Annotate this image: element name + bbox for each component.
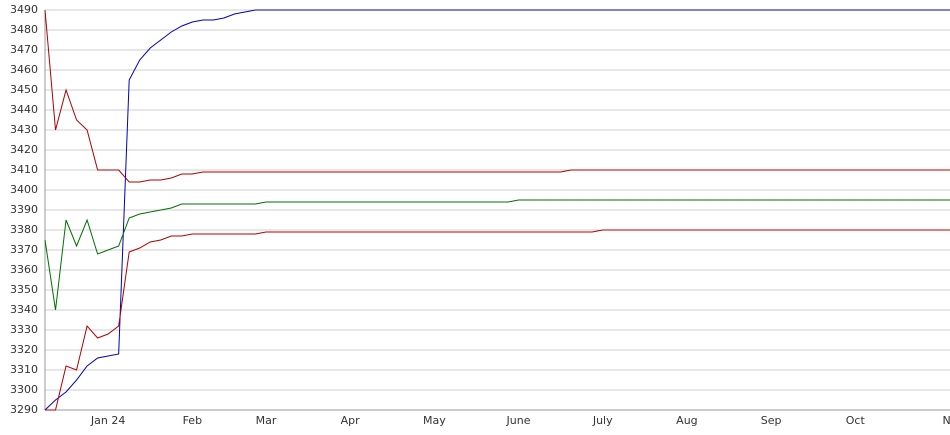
y-tick-label: 3490 xyxy=(10,3,38,16)
y-tick-label: 3330 xyxy=(10,323,38,336)
series-line xyxy=(44,9,950,411)
x-tick-label: July xyxy=(592,414,613,427)
series-line xyxy=(44,9,950,183)
x-tick-label: June xyxy=(506,414,531,427)
y-tick-label: 3300 xyxy=(10,383,38,396)
y-tick-label: 3310 xyxy=(10,363,38,376)
y-tick-label: 3410 xyxy=(10,163,38,176)
y-tick-label: 3290 xyxy=(10,403,38,416)
x-tick-label: Aug xyxy=(676,414,697,427)
x-tick-label: May xyxy=(423,414,446,427)
x-tick-label: No xyxy=(943,414,950,427)
y-tick-label: 3400 xyxy=(10,183,38,196)
series-line xyxy=(45,229,950,411)
y-tick-label: 3350 xyxy=(10,283,38,296)
y-tick-label: 3480 xyxy=(10,23,38,36)
y-tick-label: 3360 xyxy=(10,263,38,276)
y-tick-label: 3340 xyxy=(10,303,38,316)
y-tick-label: 3320 xyxy=(10,343,38,356)
x-tick-label: Apr xyxy=(341,414,361,427)
y-tick-label: 3370 xyxy=(10,243,38,256)
y-tick-label: 3420 xyxy=(10,143,38,156)
x-tick-label: Oct xyxy=(846,414,866,427)
x-tick-label: Feb xyxy=(183,414,202,427)
x-tick-label: Jan 24 xyxy=(90,414,125,427)
x-tick-label: Mar xyxy=(256,414,277,427)
y-tick-label: 3430 xyxy=(10,123,38,136)
y-tick-label: 3390 xyxy=(10,203,38,216)
y-tick-label: 3380 xyxy=(10,223,38,236)
y-tick-label: 3440 xyxy=(10,103,38,116)
y-tick-label: 3470 xyxy=(10,43,38,56)
y-tick-label: 3450 xyxy=(10,83,38,96)
y-tick-label: 3460 xyxy=(10,63,38,76)
series-line xyxy=(44,199,950,311)
x-tick-label: Sep xyxy=(761,414,782,427)
